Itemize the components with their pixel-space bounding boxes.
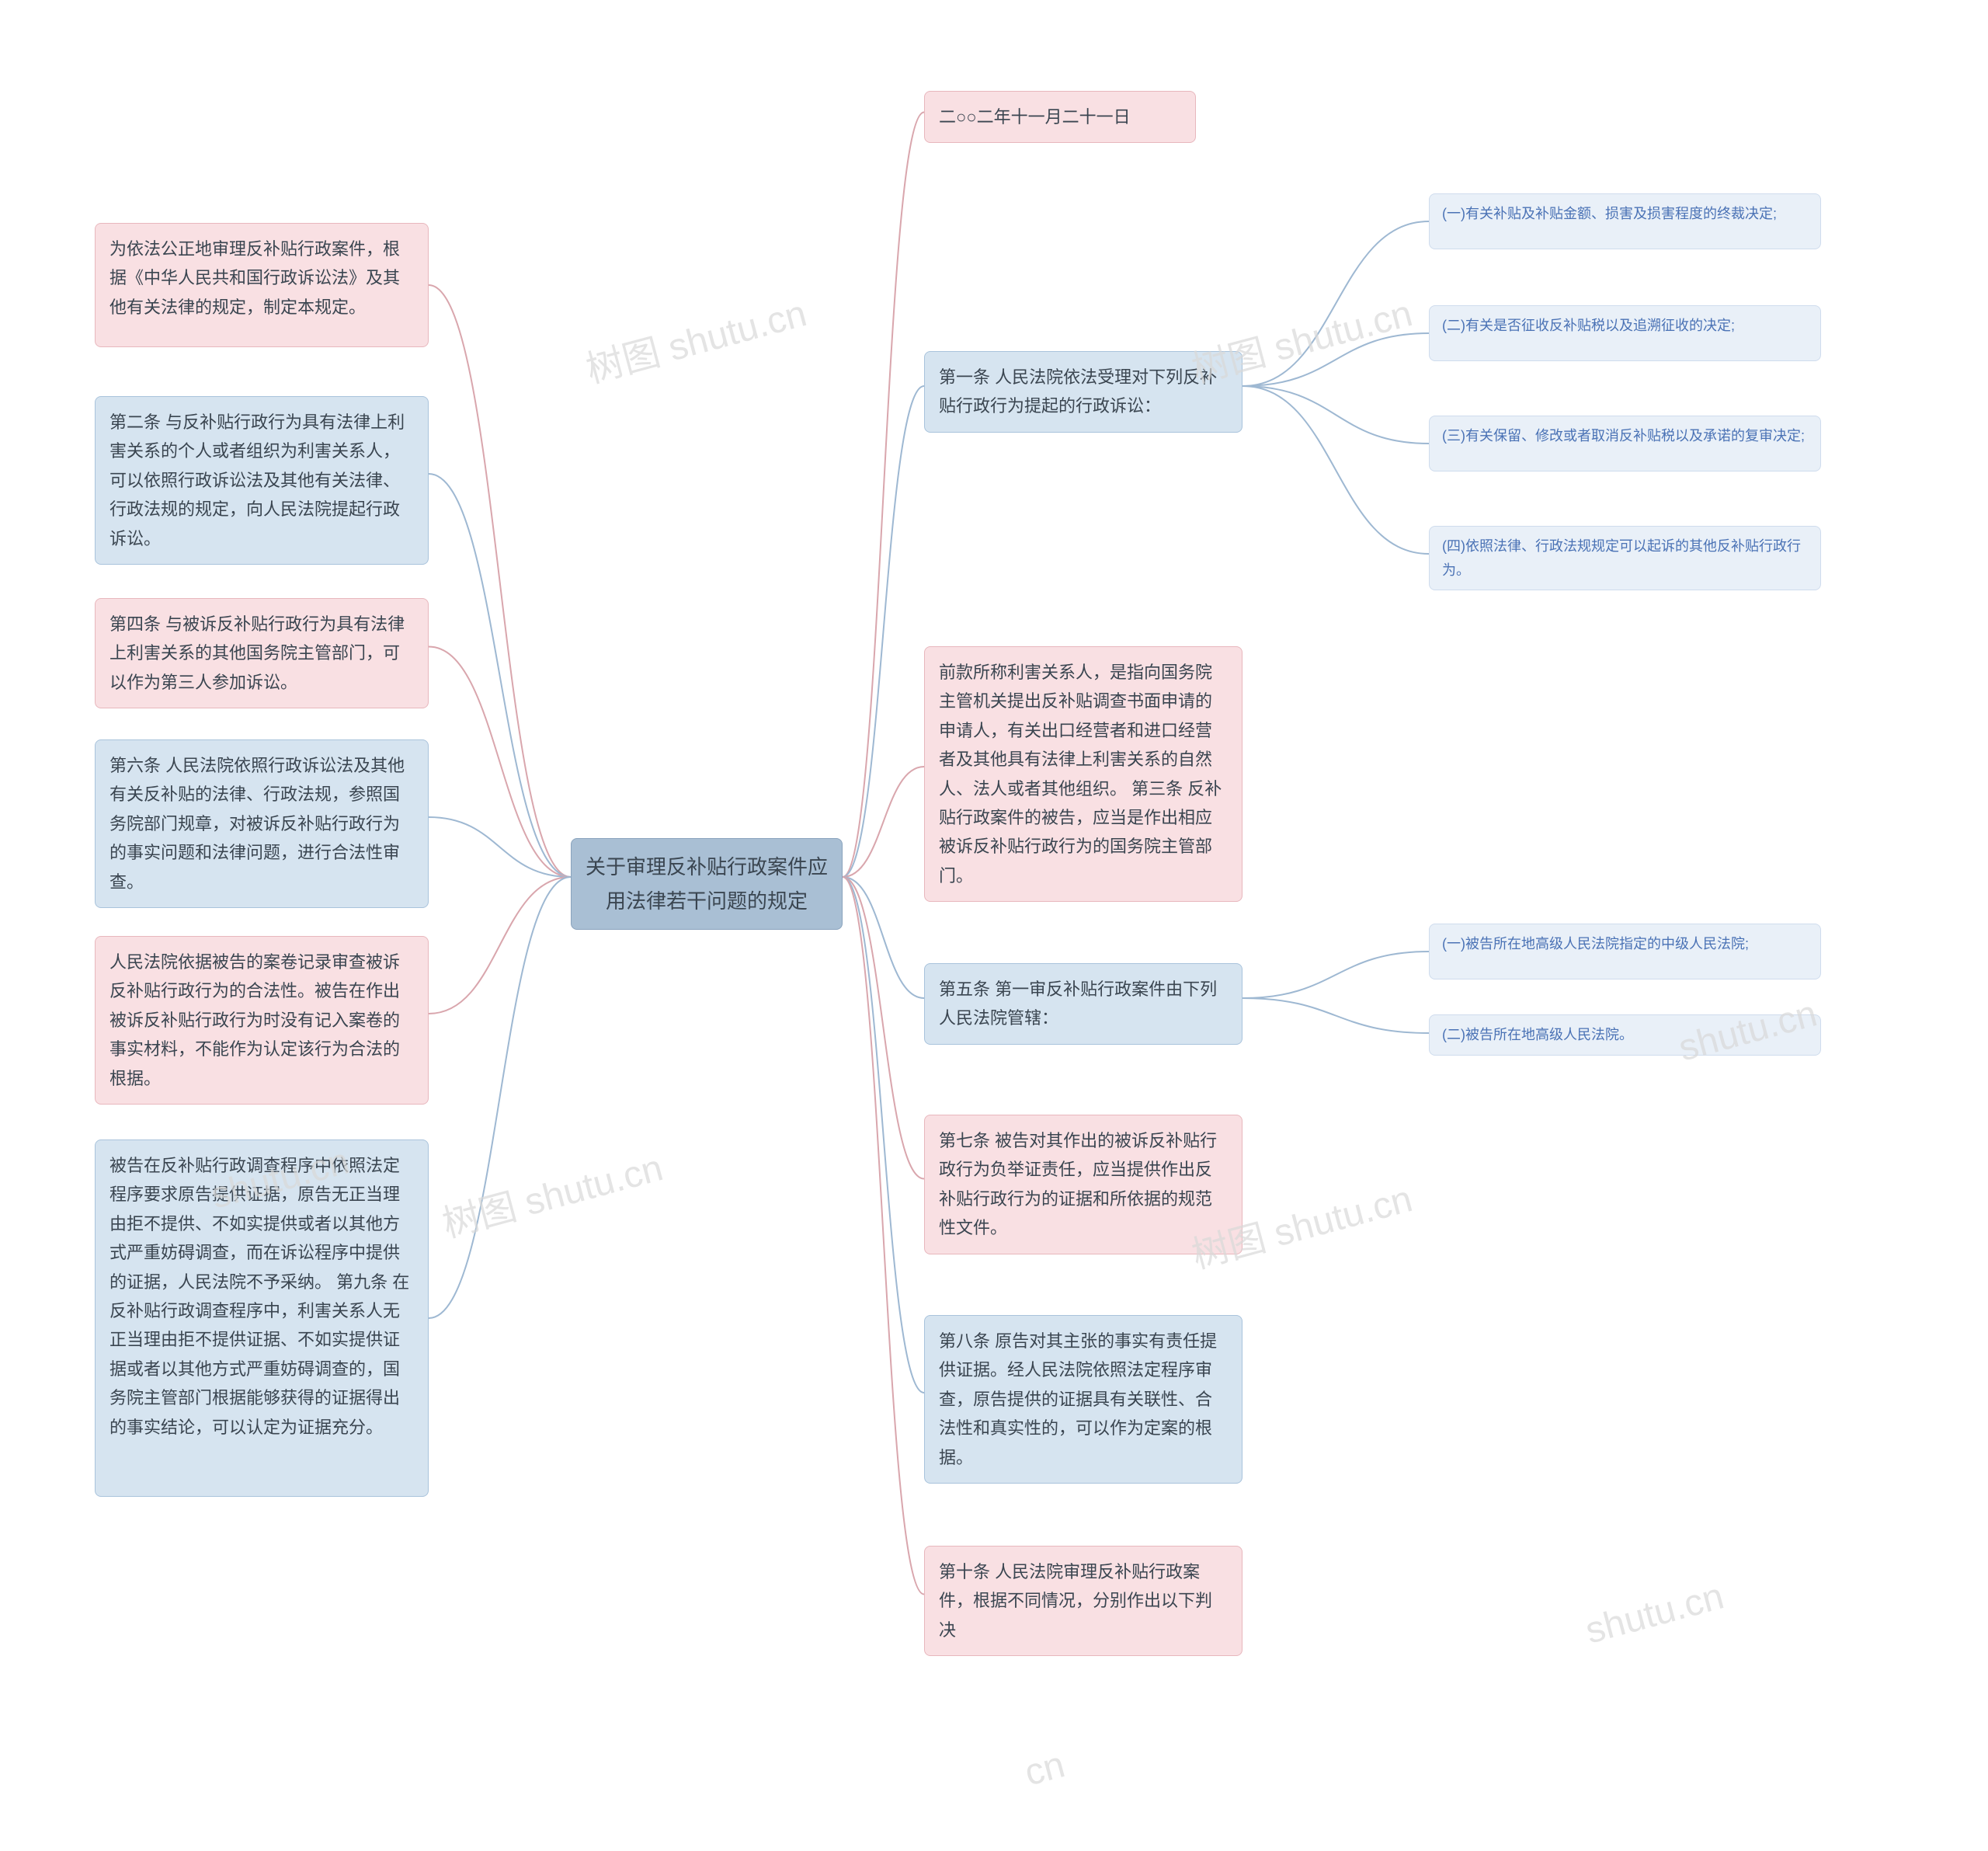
right-node-5: 第八条 原告对其主张的事实有责任提供证据。经人民法院依照法定程序审查，原告提供的… — [924, 1315, 1242, 1484]
center-node: 关于审理反补贴行政案件应用法律若干问题的规定 — [571, 838, 843, 930]
right-node-6: 第十条 人民法院审理反补贴行政案件，根据不同情况，分别作出以下判决 — [924, 1546, 1242, 1656]
right-node-2: 前款所称利害关系人，是指向国务院主管机关提出反补贴调查书面申请的申请人，有关出口… — [924, 646, 1242, 902]
left-node-3: 第六条 人民法院依照行政诉讼法及其他有关反补贴的法律、行政法规，参照国务院部门规… — [95, 739, 429, 908]
right-node-0: 二○○二年十一月二十一日 — [924, 91, 1196, 143]
left-node-1: 第二条 与反补贴行政行为具有法律上利害关系的个人或者组织为利害关系人，可以依照行… — [95, 396, 429, 565]
left-node-2: 第四条 与被诉反补贴行政行为具有法律上利害关系的其他国务院主管部门，可以作为第三… — [95, 598, 429, 708]
leaf-node-3-0: (一)被告所在地高级人民法院指定的中级人民法院; — [1429, 924, 1821, 979]
left-node-0: 为依法公正地审理反补贴行政案件，根据《中华人民共和国行政诉讼法》及其他有关法律的… — [95, 223, 429, 347]
watermark-7: shutu.cn — [1581, 1574, 1729, 1652]
leaf-node-1-0: (一)有关补贴及补贴金额、损害及损害程度的终裁决定; — [1429, 193, 1821, 249]
right-node-3: 第五条 第一审反补贴行政案件由下列人民法院管辖： — [924, 963, 1242, 1045]
leaf-node-3-1: (二)被告所在地高级人民法院。 — [1429, 1014, 1821, 1056]
leaf-node-1-1: (二)有关是否征收反补贴税以及追溯征收的决定; — [1429, 305, 1821, 361]
watermark-6: cn — [1020, 1743, 1069, 1794]
leaf-node-1-3: (四)依照法律、行政法规规定可以起诉的其他反补贴行政行为。 — [1429, 526, 1821, 590]
right-node-1: 第一条 人民法院依法受理对下列反补贴行政行为提起的行政诉讼： — [924, 351, 1242, 433]
watermark-0: 树图 shutu.cn — [579, 283, 812, 394]
right-node-4: 第七条 被告对其作出的被诉反补贴行政行为负举证责任，应当提供作出反补贴行政行为的… — [924, 1115, 1242, 1254]
leaf-node-1-2: (三)有关保留、修改或者取消反补贴税以及承诺的复审决定; — [1429, 416, 1821, 471]
watermark-3: 树图 shutu.cn — [436, 1137, 668, 1248]
left-node-4: 人民法院依据被告的案卷记录审查被诉反补贴行政行为的合法性。被告在作出被诉反补贴行… — [95, 936, 429, 1105]
left-node-5: 被告在反补贴行政调查程序中依照法定程序要求原告提供证据，原告无正当理由拒不提供、… — [95, 1139, 429, 1497]
